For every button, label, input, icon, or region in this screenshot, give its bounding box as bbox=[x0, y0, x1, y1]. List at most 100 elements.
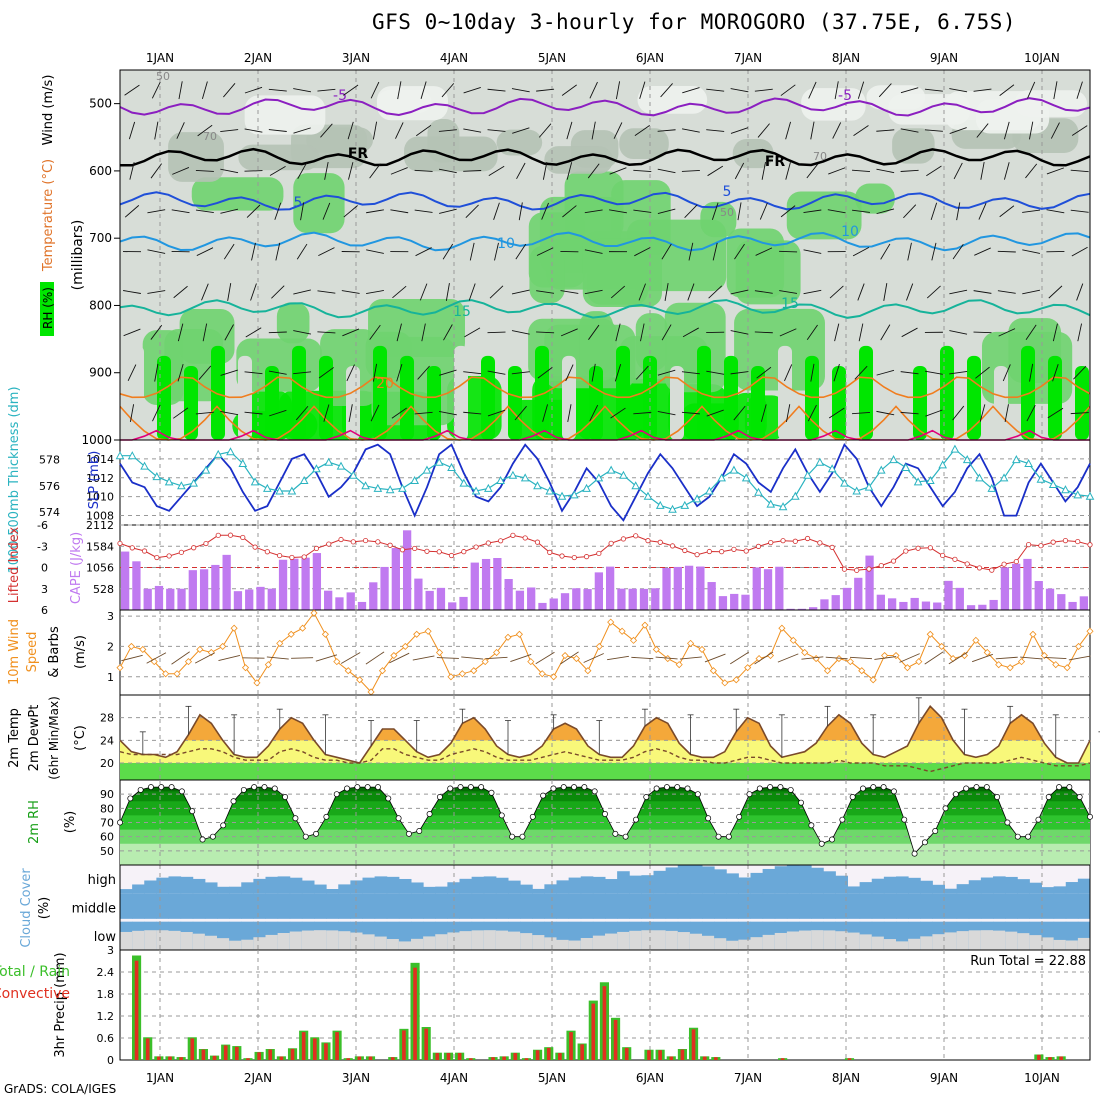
cloud-high-bar bbox=[508, 881, 521, 894]
rh-contour-label: 50 bbox=[156, 70, 170, 83]
rh-point bbox=[324, 814, 329, 819]
thickness-point bbox=[325, 459, 332, 466]
wind-tick-label: 3 bbox=[107, 610, 114, 623]
cloud-middle-bar bbox=[253, 893, 266, 919]
cape-tick-label: 1056 bbox=[86, 562, 114, 575]
lifted-index-point bbox=[1002, 562, 1006, 566]
lifted-index-point bbox=[609, 541, 613, 545]
rh-point bbox=[706, 816, 711, 821]
cloud-high-bar bbox=[326, 889, 339, 893]
cloud-middle-bar bbox=[472, 893, 485, 919]
precip-conv-bar bbox=[1048, 1057, 1052, 1060]
thickness-point bbox=[743, 474, 750, 481]
cape-bar bbox=[775, 567, 783, 610]
lifted-index-point bbox=[1039, 544, 1043, 548]
thickness-point bbox=[509, 472, 516, 479]
cloud-low-fill bbox=[423, 936, 436, 950]
cloud-low-fill bbox=[981, 930, 994, 950]
lifted-tick-label: 0 bbox=[41, 562, 48, 575]
cloud-middle-bar bbox=[350, 893, 363, 919]
cape-bar bbox=[538, 603, 546, 610]
cape-bar bbox=[448, 602, 456, 610]
precip-conv-bar bbox=[246, 1058, 250, 1060]
rh-point bbox=[200, 837, 205, 842]
lifted-index-point bbox=[990, 568, 994, 572]
rh-point bbox=[479, 784, 484, 789]
cape-bar bbox=[629, 589, 637, 610]
cape-bar bbox=[741, 595, 749, 610]
rh-point bbox=[974, 784, 979, 789]
rh-point bbox=[520, 834, 525, 839]
rh-tick-label: 60 bbox=[100, 831, 114, 844]
cloud-high-bar bbox=[860, 882, 873, 893]
cape-bar bbox=[708, 582, 716, 610]
cloud-high-bar bbox=[775, 866, 788, 893]
thickness-point bbox=[423, 467, 430, 474]
bottom-day-label: 7JAN bbox=[734, 1071, 762, 1085]
cape-bar bbox=[527, 587, 535, 610]
precip-tick-label: 1.8 bbox=[97, 988, 115, 1001]
rh-point bbox=[871, 784, 876, 789]
cloud-low-fill bbox=[181, 932, 194, 950]
rh-point bbox=[933, 828, 938, 833]
cloud-layer-label: high bbox=[88, 873, 116, 888]
cloud-low-fill bbox=[1078, 938, 1091, 950]
cloud-low-fill bbox=[654, 930, 667, 950]
cloud-low-fill bbox=[811, 930, 824, 950]
rh-point bbox=[355, 784, 360, 789]
wind-axis-title-a: 10m Wind bbox=[7, 619, 22, 685]
cloud-middle-bar bbox=[775, 893, 788, 919]
cloud-high-bar bbox=[969, 880, 982, 893]
precip-conv-bar bbox=[669, 1057, 673, 1060]
lifted-index-point bbox=[719, 549, 723, 553]
lifted-index-point bbox=[155, 555, 159, 559]
precip-conv-bar bbox=[202, 1050, 206, 1060]
wind-barb bbox=[779, 251, 797, 252]
rh-column bbox=[1048, 356, 1062, 440]
cloud-middle-bar bbox=[205, 893, 218, 919]
precip-conv-bar bbox=[157, 1057, 161, 1060]
cloud-low-fill bbox=[945, 932, 958, 950]
lifted-index-point bbox=[842, 567, 846, 571]
wind-speed-point bbox=[437, 650, 443, 656]
cloud-low-fill bbox=[1017, 933, 1030, 950]
rh-blob bbox=[892, 128, 934, 163]
cloud-low-fill bbox=[860, 934, 873, 950]
cloud-high-bar bbox=[581, 876, 594, 893]
cloud-middle-bar bbox=[375, 893, 388, 919]
y-axis-title: (millibars) bbox=[70, 220, 86, 291]
rh-point bbox=[1056, 784, 1061, 789]
cloud-high-bar bbox=[957, 884, 970, 893]
lifted-index-point bbox=[1063, 538, 1067, 542]
cloud-high-bar bbox=[605, 879, 618, 893]
lifted-index-point bbox=[228, 533, 232, 537]
cape-bar bbox=[865, 556, 873, 610]
cloud-middle-bar bbox=[544, 893, 557, 919]
rh-point bbox=[1005, 820, 1010, 825]
wind-axis-title-c: & Barbs bbox=[47, 626, 62, 678]
surface-wind-barb bbox=[195, 653, 214, 663]
wind-barb bbox=[245, 171, 263, 172]
cloud-middle-bar bbox=[848, 893, 861, 919]
cloud-low-fill bbox=[1066, 940, 1079, 950]
cloud-low-fill bbox=[1054, 940, 1067, 950]
cloud-high-bar bbox=[241, 882, 254, 893]
wind-speed-point bbox=[231, 625, 237, 631]
cape-bar bbox=[426, 591, 434, 610]
cloud-low-fill bbox=[302, 931, 315, 950]
rh-point bbox=[241, 787, 246, 792]
cape-bar bbox=[189, 570, 197, 610]
cape-bar bbox=[459, 597, 467, 610]
rh-point bbox=[293, 816, 298, 821]
cloud-middle-bar bbox=[217, 893, 230, 919]
cape-bar bbox=[177, 589, 185, 610]
cape-bar bbox=[1012, 564, 1020, 610]
cloud-high-bar bbox=[557, 880, 570, 893]
thickness-point bbox=[264, 485, 271, 492]
cape-bar bbox=[358, 602, 366, 610]
rh-point bbox=[489, 790, 494, 795]
cloud-middle-bar bbox=[690, 893, 703, 919]
wind-day-grid bbox=[160, 610, 1042, 695]
cloud-axis-title: Cloud Cover bbox=[19, 868, 34, 948]
precip-conv-bar bbox=[313, 1038, 317, 1060]
